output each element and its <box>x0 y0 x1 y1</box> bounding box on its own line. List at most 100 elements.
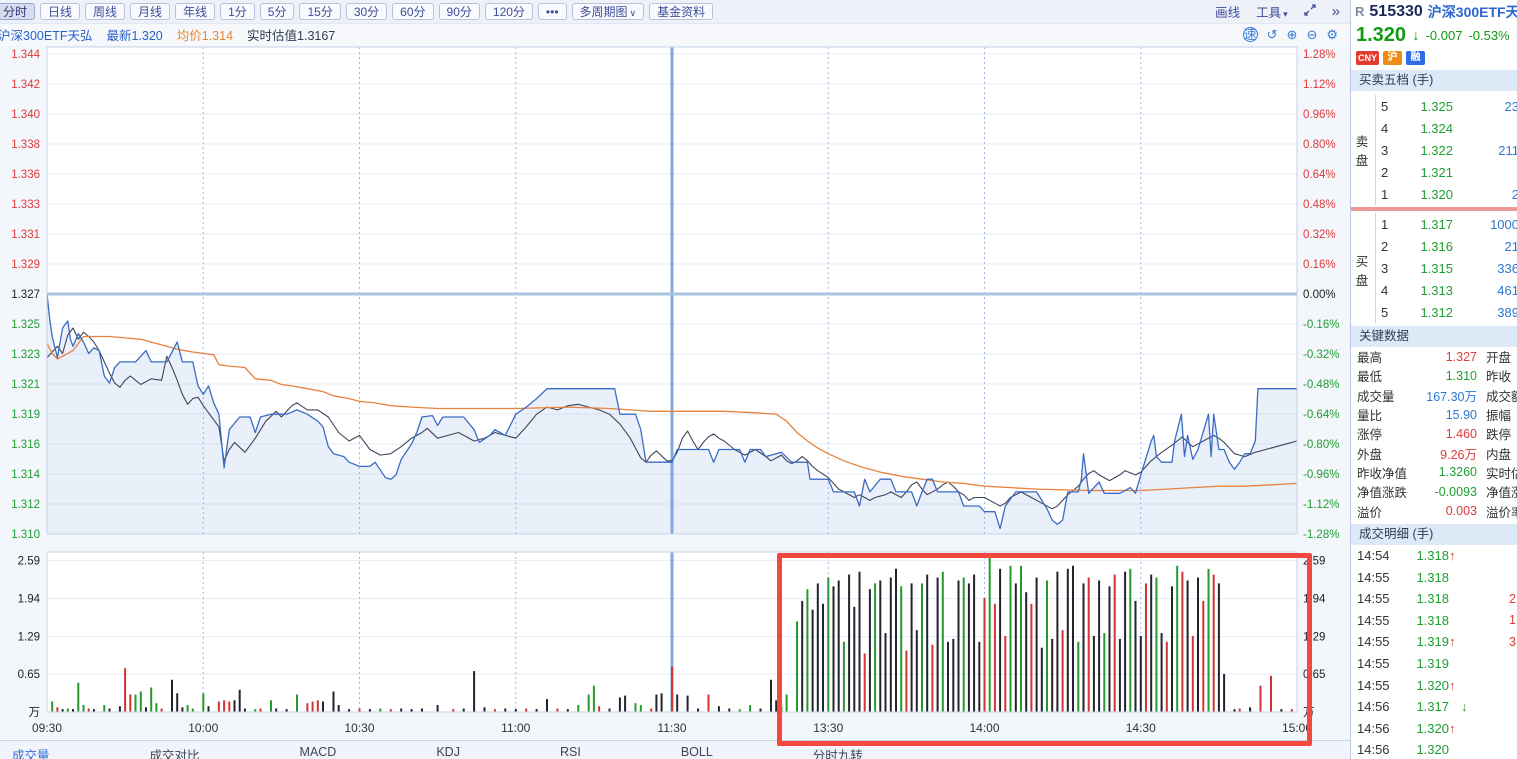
key-label-2: 开盘 <box>1486 351 1512 366</box>
ask-level-row[interactable]: 1 1.320 2 <box>1351 183 1517 205</box>
svg-text:-0.16%: -0.16% <box>1303 319 1339 331</box>
timeshare-chart-svg[interactable]: 1.344 1.342 1.340 1.338 1.336 1.333 1.331 1.329… <box>0 45 1350 745</box>
quote-panel: R 515330 沪深300ETF天 1.320 ↓ -0.007 -0.53%… <box>1350 0 1517 759</box>
svg-text:-1.28%: -1.28% <box>1303 529 1339 541</box>
ask-level-row[interactable]: 2 1.321 <box>1351 161 1517 183</box>
tab-timeshare[interactable]: 分时 <box>0 3 36 20</box>
bid-level-row[interactable]: 2 1.316 21 <box>1351 235 1517 257</box>
tab-monthly[interactable]: 月线 <box>130 3 171 20</box>
key-label-2: 实时估值 <box>1486 466 1517 481</box>
bid-price: 1.313 <box>1420 282 1453 298</box>
zoom-out-icon[interactable]: ⊖ <box>1306 27 1318 42</box>
svg-text:1.329: 1.329 <box>11 259 40 271</box>
svg-text:09:30: 09:30 <box>32 721 62 735</box>
key-value: 0.003 <box>1445 504 1477 519</box>
tab-kdj[interactable]: KDJ <box>436 745 460 759</box>
tab-60min[interactable]: 60分 <box>392 3 434 20</box>
tab-rsi[interactable]: RSI <box>559 745 581 759</box>
tab-1min[interactable]: 1分 <box>220 3 255 20</box>
draw-line-button[interactable]: 画线 <box>1215 6 1241 20</box>
bid-level-row[interactable]: 5 1.312 389 <box>1351 301 1517 323</box>
svg-text:1.28%: 1.28% <box>1303 49 1336 61</box>
svg-text:11:00: 11:00 <box>501 721 530 735</box>
key-data-row: 溢价 0.003 溢价率 <box>1351 501 1517 520</box>
zoom-in-icon[interactable]: ⊕ <box>1286 27 1298 42</box>
svg-text:14:00: 14:00 <box>969 721 999 735</box>
order-book-buy[interactable]: 买盘 1 1.317 1000 2 1.316 21 3 1.315 336 <box>1351 213 1517 323</box>
key-data-row: 涨停 1.460 跌停 <box>1351 424 1517 443</box>
toolbar-right-tools: 画线 工具 ▾ » <box>1215 2 1350 21</box>
up-arrow-icon: ↑ <box>1449 677 1456 693</box>
tab-volume-compare[interactable]: 成交对比 <box>149 749 200 759</box>
order-book-divider <box>1375 213 1376 323</box>
svg-text:万: 万 <box>1303 707 1315 719</box>
key-label-2: 内盘 <box>1486 447 1512 462</box>
fullscreen-icon[interactable] <box>1304 4 1316 19</box>
trade-row: 14:55 1.318 1 <box>1351 609 1517 631</box>
svg-text:万: 万 <box>29 707 41 719</box>
tab-15min[interactable]: 15分 <box>299 3 341 20</box>
bid-level-row[interactable]: 3 1.315 336 <box>1351 257 1517 279</box>
bid-level: 4 <box>1381 282 1389 298</box>
multi-period-label: 多周期图 <box>579 5 628 19</box>
key-data-title: 关键数据 <box>1351 326 1517 347</box>
undo-icon[interactable]: ↺ <box>1266 27 1278 42</box>
tab-5min[interactable]: 5分 <box>259 3 295 20</box>
speed-mode-icon[interactable]: 速 <box>1242 27 1258 42</box>
buy-side-label: 买盘 <box>1355 255 1369 288</box>
svg-text:-1.12%: -1.12% <box>1303 499 1339 511</box>
trade-detail-list[interactable]: 14:54 1.318 ↑ 14:55 1.318 14:55 1.318 <box>1351 545 1517 759</box>
bid-volume: 21 <box>1504 238 1517 254</box>
svg-text:1.316: 1.316 <box>11 439 40 451</box>
tab-macd[interactable]: MACD <box>299 745 337 759</box>
chevron-down-icon: ∨ <box>629 8 637 18</box>
tab-30min[interactable]: 30分 <box>345 3 388 20</box>
svg-text:1.319: 1.319 <box>11 409 40 421</box>
ask-level-row[interactable]: 4 1.324 <box>1351 117 1517 139</box>
svg-text:-0.32%: -0.32% <box>1303 349 1339 361</box>
tab-daily[interactable]: 日线 <box>40 3 81 20</box>
tab-volume[interactable]: 成交量 <box>12 749 50 759</box>
ask-level-row[interactable]: 5 1.325 23 <box>1351 95 1517 117</box>
tab-yearly[interactable]: 年线 <box>175 3 216 20</box>
key-label-2: 溢价率 <box>1486 505 1517 520</box>
svg-text:1.342: 1.342 <box>11 79 40 91</box>
svg-text:0.16%: 0.16% <box>1303 259 1336 271</box>
bid-level-row[interactable]: 1 1.317 1000 <box>1351 213 1517 235</box>
multi-period-dropdown[interactable]: 多周期图 ∨ <box>571 3 645 20</box>
bid-volume: 1000 <box>1490 216 1517 232</box>
trade-time: 14:56 <box>1357 742 1390 758</box>
key-label-2: 成交额 <box>1486 389 1517 404</box>
svg-text:0.64%: 0.64% <box>1303 169 1336 181</box>
key-data-table: 最高 1.327 开盘 最低 1.310 昨收 成交量 167.30万 成交额 … <box>1351 347 1517 521</box>
tab-weekly[interactable]: 周线 <box>85 3 126 20</box>
key-label: 溢价 <box>1357 505 1383 520</box>
bid-level-row[interactable]: 4 1.313 461 <box>1351 279 1517 301</box>
instrument-info-bar: 沪深300ETF天弘 最新1.320 均价1.314 实时估值1.3167 速 … <box>0 24 1350 45</box>
key-label: 外盘 <box>1357 447 1383 462</box>
trade-time: 14:55 <box>1357 612 1390 628</box>
tab-nine-turn[interactable]: 分时九转 <box>812 749 863 759</box>
ask-level: 2 <box>1381 164 1389 180</box>
tools-label: 工具 <box>1256 6 1282 20</box>
more-periods-button[interactable]: ••• <box>537 3 567 20</box>
quote-header: R 515330 沪深300ETF天 <box>1351 0 1517 23</box>
ask-level-row[interactable]: 3 1.322 211 <box>1351 139 1517 161</box>
bid-level: 3 <box>1381 260 1389 276</box>
ask-volume: 23 <box>1504 98 1517 114</box>
key-data-row: 最低 1.310 昨收 <box>1351 366 1517 385</box>
svg-text:1.310: 1.310 <box>11 529 40 541</box>
bid-level: 1 <box>1381 216 1389 232</box>
time-axis-labels: 09:30 10:00 10:30 11:00 11:30 13:30 14:00 14:30… <box>32 721 1312 735</box>
tab-120min[interactable]: 120分 <box>484 3 533 20</box>
svg-text:1.12%: 1.12% <box>1303 79 1336 91</box>
collapse-panel-icon[interactable]: » <box>1331 3 1340 20</box>
gear-icon[interactable]: ⚙ <box>1326 27 1338 42</box>
fund-info-button[interactable]: 基金资料 <box>649 3 714 20</box>
order-book[interactable]: 卖盘 5 1.325 23 4 1.324 3 1.322 211 <box>1351 91 1517 205</box>
tools-dropdown[interactable]: 工具 ▾ <box>1256 2 1288 21</box>
tab-90min[interactable]: 90分 <box>438 3 480 20</box>
tab-boll[interactable]: BOLL <box>680 745 713 759</box>
trade-price: 1.317 <box>1416 699 1449 715</box>
